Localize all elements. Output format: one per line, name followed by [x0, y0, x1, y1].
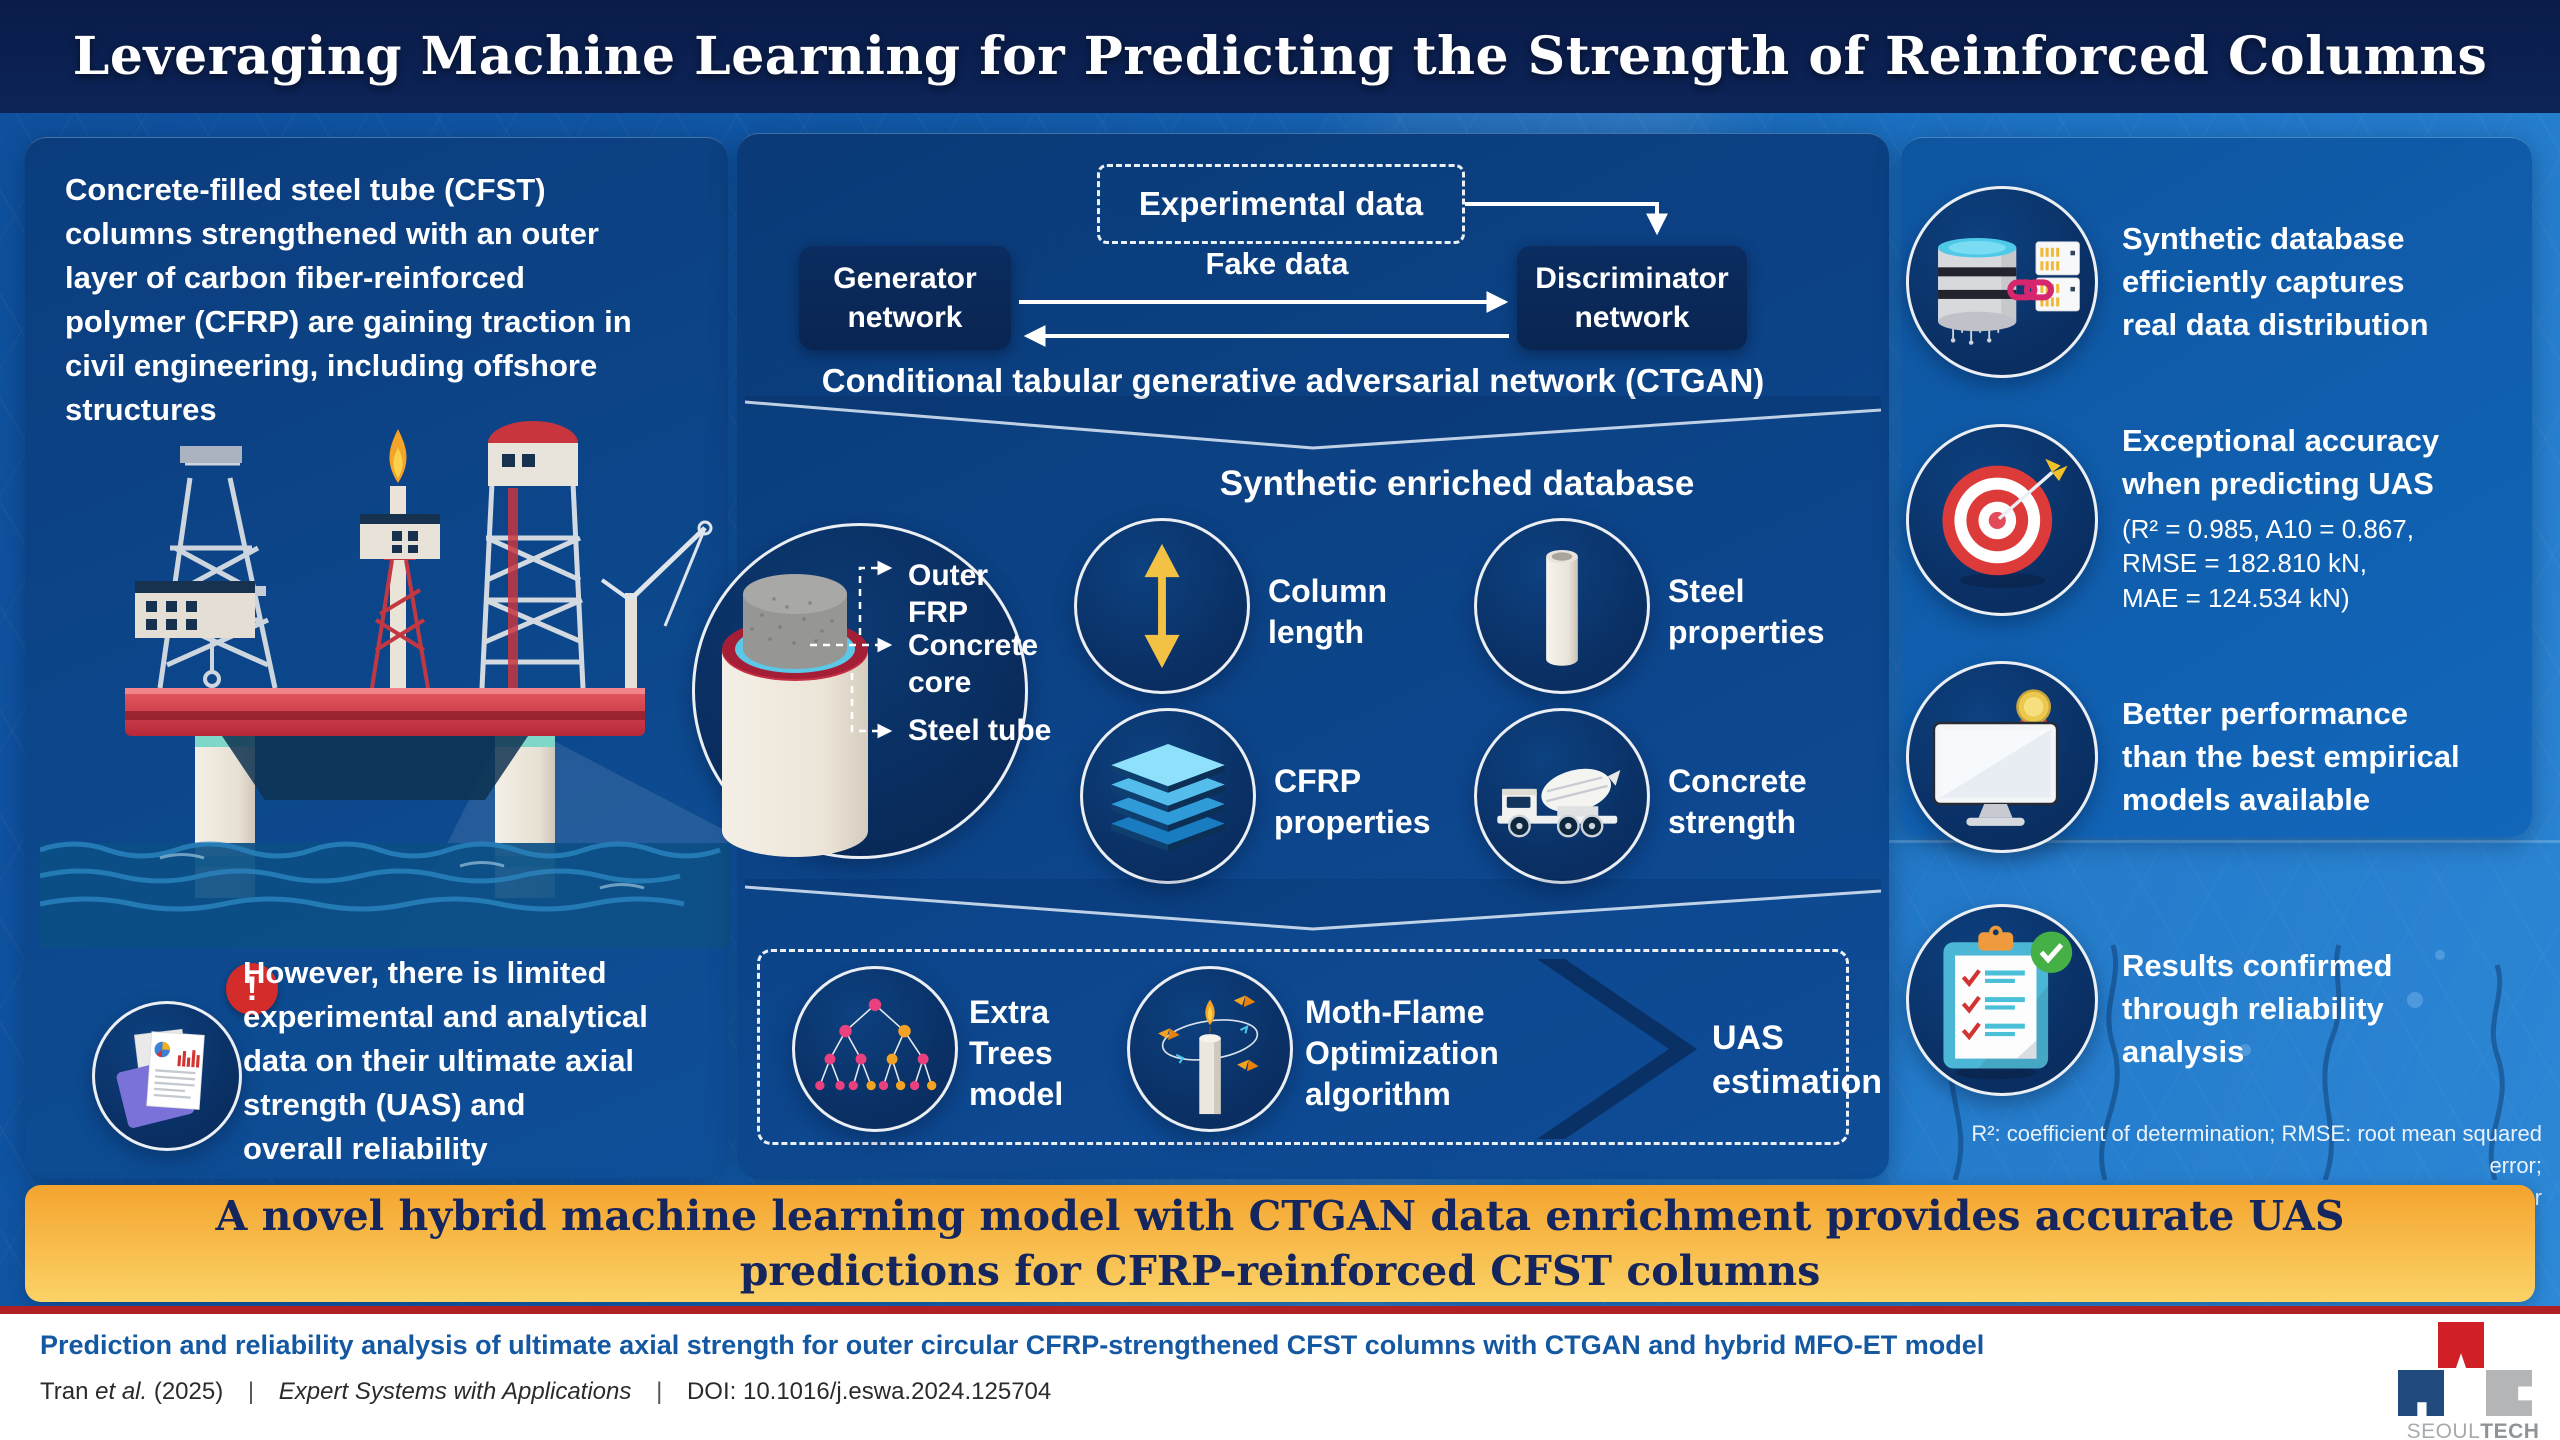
synthetic-database-heading: Synthetic enriched database	[1219, 464, 1695, 503]
logo-seoul: SEOUL	[2406, 1420, 2481, 1440]
separator: |	[247, 1378, 255, 1405]
extra-trees-label: Extra Trees model	[969, 994, 1064, 1112]
cfrp-properties-circle	[1080, 708, 1256, 884]
uas-arrow-icon	[1537, 959, 1697, 1139]
steel-properties-circle	[1474, 518, 1650, 694]
page-title: Leveraging Machine Learning for Predicti…	[72, 26, 2488, 87]
ctgan-caption: Conditional tabular generative adversari…	[821, 362, 1765, 399]
chevron-divider-top	[745, 396, 1881, 450]
limitation-text: However, there is limited experimental a…	[243, 955, 648, 1167]
etal: et al.	[95, 1378, 148, 1405]
moth-flame-circle	[1127, 966, 1293, 1132]
finding-text-synthetic-database: Synthetic database efficiently captures …	[2122, 221, 2429, 342]
cfrp-stack-icon	[1111, 744, 1225, 852]
accuracy-circle	[1906, 424, 2098, 616]
column-part-label: Concrete core	[908, 629, 1039, 699]
concrete-strength-circle	[1474, 708, 1650, 884]
separator: |	[656, 1378, 663, 1405]
experimental-data-label: Experimental data	[1138, 185, 1424, 222]
header-bar: Leveraging Machine Learning for Predicti…	[0, 0, 2560, 113]
oil-rig-illustration	[40, 421, 730, 948]
mixer-truck-icon	[1497, 768, 1621, 838]
reliability-circle	[1906, 904, 2098, 1096]
limited-data-icon-circle	[92, 1001, 242, 1151]
feature-label-cfrp-properties: CFRP properties	[1274, 763, 1431, 840]
red-divider	[0, 1306, 2560, 1314]
logo-tech: TECH	[2480, 1420, 2540, 1440]
experimental-data-box: Experimental data	[1097, 164, 1465, 244]
extra-trees-circle	[792, 966, 958, 1132]
gan-arrows	[1019, 202, 1668, 347]
finding-text-accuracy: Exceptional accuracy when predicting UAS	[2122, 423, 2440, 501]
chevron-divider-bottom	[745, 879, 1881, 931]
synthetic-database-circle	[1906, 186, 2098, 378]
hybrid-model-box	[757, 949, 1849, 1145]
alert-badge: !	[226, 963, 278, 1015]
monitor-medal-icon	[1932, 689, 2059, 826]
seoultech-logo-gray-icon	[2486, 1370, 2532, 1416]
clipboard-check-icon	[1943, 925, 2073, 1080]
intro-text: Concrete-filled steel tube (CFST) column…	[65, 172, 632, 428]
performance-circle	[1906, 661, 2098, 853]
seoultech-logo: SEOULTECH	[2398, 1320, 2548, 1440]
column-part-label: Outer FRP	[908, 559, 989, 629]
exclamation-icon: !	[246, 969, 258, 1008]
uas-estimation-label: UAS estimation	[1712, 1019, 1883, 1102]
feature-label-steel-properties: Steel properties	[1668, 573, 1825, 650]
feature-label-column-length: Column length	[1268, 573, 1388, 650]
authors: Tran	[40, 1378, 89, 1405]
finding-text-reliability: Results confirmed through reliability an…	[2122, 948, 2393, 1069]
extra-trees-icon	[815, 998, 937, 1091]
seoultech-logo-red-icon	[2438, 1322, 2484, 1368]
conclusion-text: A novel hybrid machine learning model wi…	[215, 1192, 2345, 1295]
seoultech-logo-text: SEOULTECH	[2384, 1420, 2560, 1440]
generator-network-box: Generator network	[799, 246, 1011, 350]
accuracy-metrics: (R² = 0.985, A10 = 0.867, RMSE = 182.810…	[2122, 514, 2414, 613]
left-panel: Concrete-filled steel tube (CFST) column…	[25, 137, 730, 1179]
moth-flame-icon	[1158, 995, 1259, 1115]
journal-name: Expert Systems with Applications	[278, 1378, 632, 1405]
finding-text-performance: Better performance than the best empiric…	[2122, 696, 2460, 817]
paper-citation: Tran et al. (2025) | Expert Systems with…	[40, 1378, 1051, 1406]
year: (2025)	[153, 1378, 224, 1405]
feature-label-concrete-strength: Concrete strength	[1668, 763, 1807, 840]
double-arrow-icon	[1144, 543, 1180, 669]
paper-title: Prediction and reliability analysis of u…	[40, 1330, 1985, 1360]
conclusion-banner: A novel hybrid machine learning model wi…	[25, 1185, 2535, 1302]
documents-icon	[116, 1028, 205, 1128]
steel-tube-icon	[1546, 550, 1578, 666]
fake-data-label: Fake data	[1205, 246, 1349, 281]
linked-database-icon	[1938, 237, 2080, 345]
column-part-label: Steel tube	[908, 714, 1052, 747]
seoultech-logo-blue-icon	[2398, 1370, 2444, 1416]
doi: DOI: 10.1016/j.eswa.2024.125704	[686, 1378, 1052, 1405]
discriminator-network-box: Discriminator network	[1517, 246, 1747, 350]
footer-bar: Prediction and reliability analysis of u…	[0, 1314, 2560, 1440]
column-length-circle	[1074, 518, 1250, 694]
target-dart-icon	[1942, 458, 2068, 589]
moth-flame-label: Moth-Flame Optimization algorithm	[1305, 994, 1499, 1112]
ctgan-panel: Experimental data Generator network Disc…	[692, 133, 1889, 1179]
column-cross-section-illustration	[722, 560, 893, 857]
